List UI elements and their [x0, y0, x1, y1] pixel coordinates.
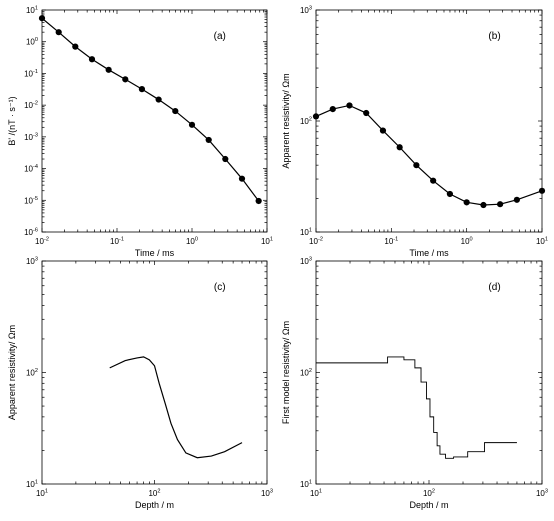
data-point	[513, 196, 520, 203]
data-point	[430, 177, 437, 184]
y-tick-label: 103	[26, 257, 38, 267]
y-axis-label: Apparent resistivity/ Ωm	[281, 73, 291, 168]
y-tick-label: 103	[300, 257, 312, 267]
panel-label: (c)	[214, 282, 226, 293]
y-tick-label: 102	[300, 117, 312, 127]
x-tick-label: 10-1	[110, 237, 124, 247]
data-point	[413, 162, 420, 169]
y-tick-label: 102	[300, 368, 312, 378]
chart-panel-4: 101 102 103 101 102 103 Depth / m First model r…	[281, 257, 548, 511]
data-point	[446, 190, 453, 198]
x-axis-label: Depth / m	[135, 500, 174, 510]
plot-frame	[41, 260, 268, 485]
x-tick-label: 10-2	[35, 237, 49, 247]
data-point	[188, 121, 196, 128]
data-point	[312, 113, 320, 120]
chart-panel-1: 10-2 10-1 100 101 10-6 10-5 10-4 10-3 10-2 10-1 10…	[7, 6, 273, 259]
x-axis-label: Depth / m	[409, 500, 448, 510]
data-point	[238, 175, 246, 182]
x-tick-label: 10-2	[309, 237, 323, 247]
y-tick-label: 10-5	[24, 196, 38, 206]
data-point	[88, 56, 96, 63]
panel-label: (a)	[214, 31, 226, 42]
data-point	[172, 107, 179, 115]
y-axis-label: First model resistivity/ Ωm	[281, 321, 291, 424]
x-axis-label: Time / ms	[409, 248, 449, 258]
data-point	[329, 105, 336, 113]
x-tick-label: 101	[310, 489, 322, 499]
panel-label: (d)	[488, 282, 500, 293]
data-point	[205, 136, 212, 144]
data-point	[379, 127, 387, 134]
data-point	[55, 29, 62, 36]
y-tick-label: 101	[300, 480, 312, 490]
y-tick-label: 10-2	[24, 101, 38, 111]
data-point	[138, 86, 146, 93]
data-point	[363, 109, 370, 117]
series-line	[315, 104, 543, 206]
series-line	[41, 17, 260, 202]
y-axis-label: B' /(nT · s⁻¹)	[7, 96, 17, 145]
panel-label: (b)	[488, 31, 500, 42]
y-tick-label: 103	[300, 6, 312, 16]
plot-frame	[315, 260, 543, 485]
x-tick-label: 100	[461, 237, 473, 247]
y-tick-label: 101	[26, 6, 38, 16]
data-point	[463, 199, 470, 206]
x-tick-label: 102	[148, 489, 160, 499]
series-line	[109, 356, 243, 459]
y-tick-label: 101	[26, 480, 38, 490]
y-tick-label: 10-3	[24, 132, 38, 142]
y-tick-label: 10-4	[24, 164, 38, 174]
x-tick-label: 101	[536, 237, 548, 247]
y-tick-label: 10-1	[24, 69, 38, 79]
data-point	[346, 102, 353, 109]
x-axis-label: Time / ms	[135, 248, 175, 258]
x-tick-label: 103	[261, 489, 273, 499]
data-point	[480, 201, 487, 209]
data-point	[396, 144, 403, 151]
x-tick-label: 100	[186, 237, 198, 247]
data-point	[538, 187, 546, 194]
y-tick-label: 10-6	[24, 228, 38, 238]
model-step-line	[316, 356, 517, 459]
data-point	[497, 201, 504, 208]
data-point	[105, 66, 112, 73]
data-point	[72, 43, 79, 50]
plot-frame	[315, 9, 543, 233]
y-tick-label: 100	[26, 37, 38, 47]
data-point	[122, 76, 129, 83]
data-point	[255, 197, 262, 205]
x-tick-label: 101	[261, 237, 273, 247]
x-tick-label: 101	[36, 489, 48, 499]
y-tick-label: 102	[26, 368, 38, 378]
data-point	[38, 15, 46, 22]
x-tick-label: 103	[536, 489, 548, 499]
x-tick-label: 10-1	[384, 237, 398, 247]
x-tick-label: 102	[423, 489, 435, 499]
y-tick-label: 101	[300, 228, 312, 238]
y-axis-label: Apparent resistivity/ Ωm	[7, 325, 17, 420]
chart-panel-3: 101 102 103 101 102 103 Depth / m Apparent resi…	[7, 257, 273, 511]
plot-frame	[41, 9, 268, 233]
chart-panel-2: 10-2 10-1 100 101 101 102 103 Time / ms Apparent…	[281, 6, 548, 259]
data-point	[155, 96, 162, 103]
data-point	[222, 155, 229, 163]
